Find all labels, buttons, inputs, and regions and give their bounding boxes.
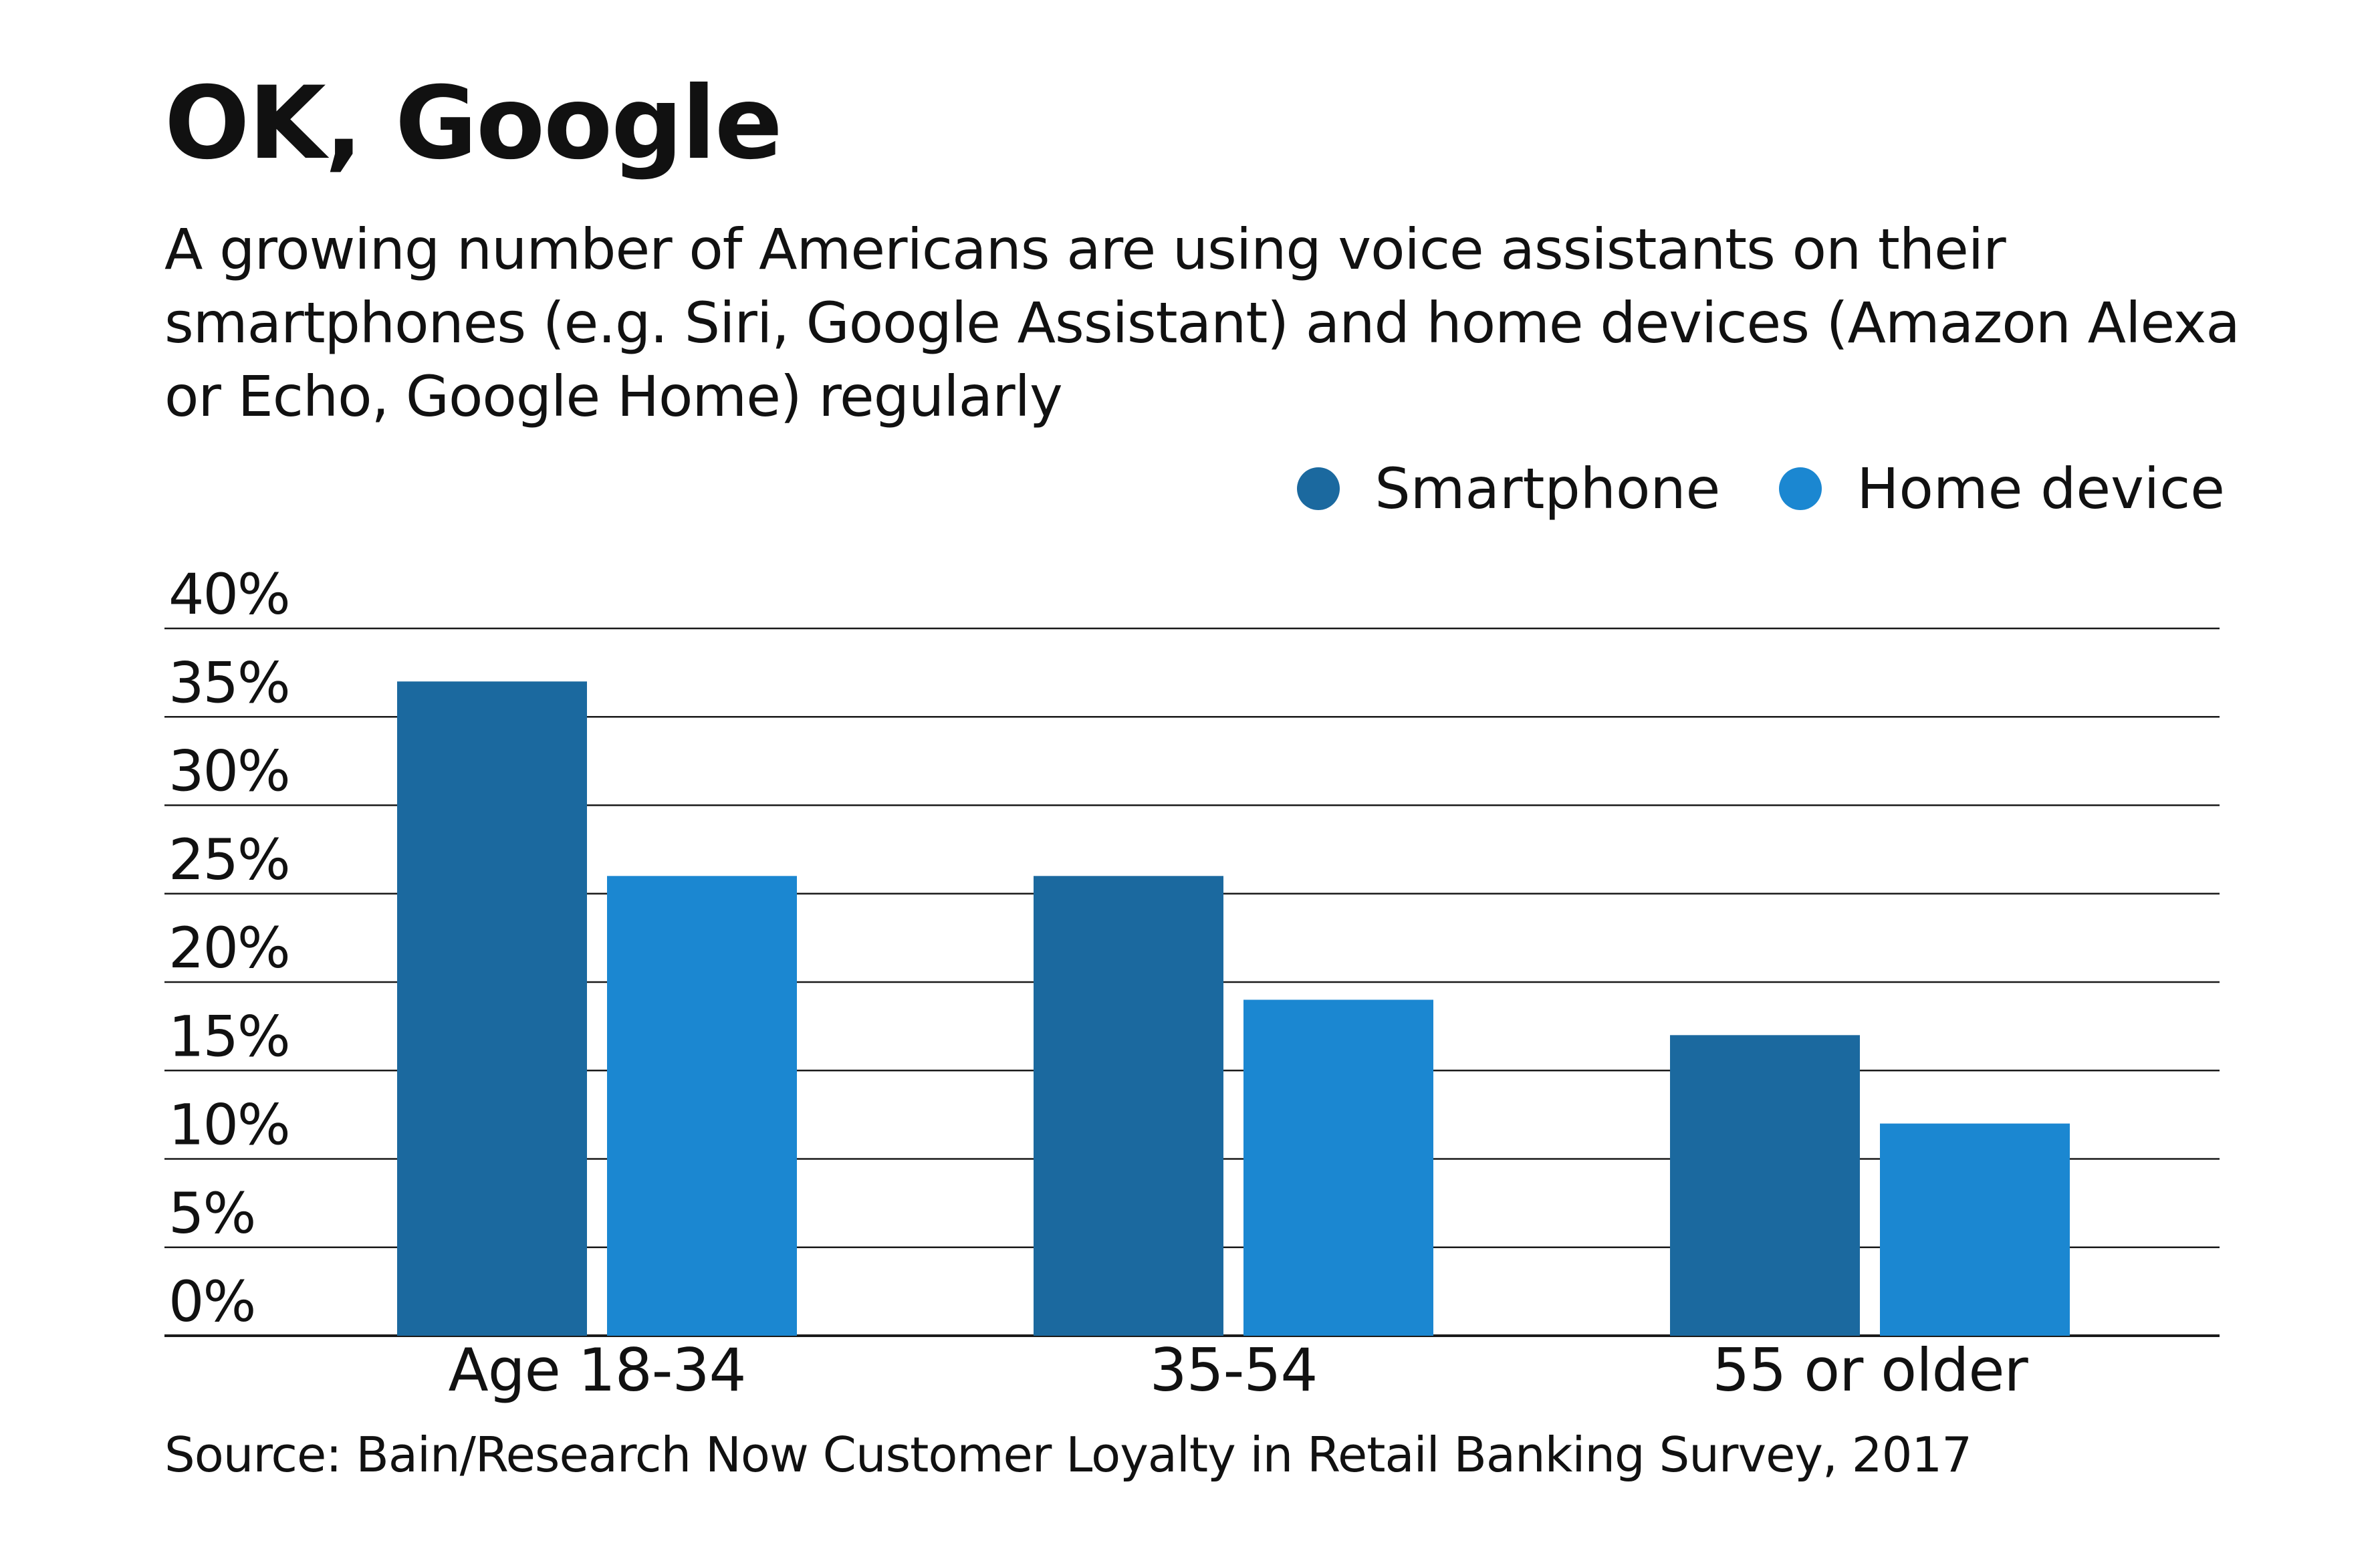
x-tick-label: 55 or older	[1712, 1336, 2028, 1405]
legend-item-home-device: Home device	[1779, 461, 2225, 517]
bar-home-device-1	[1243, 999, 1433, 1336]
chart-title: OK, Google	[164, 66, 783, 182]
bar-home-device-2	[1880, 1123, 2070, 1336]
bar-home-device-0	[607, 876, 797, 1336]
y-tick-label: 15%	[168, 1003, 289, 1069]
chart-subtitle: A growing number of Americans are using …	[164, 217, 2240, 429]
bar-smartphone-0	[397, 681, 587, 1336]
legend-label-home-device: Home device	[1857, 456, 2225, 521]
x-tick-label: Age 18-34	[449, 1336, 746, 1405]
y-tick-label: 0%	[168, 1269, 255, 1334]
legend-swatch-smartphone	[1297, 467, 1340, 510]
legend: Smartphone Home device	[1297, 452, 2225, 525]
bars	[397, 681, 2070, 1336]
legend-item-smartphone: Smartphone	[1297, 461, 1720, 517]
x-axis-tick-labels: Age 18-34 35-54 55 or older	[449, 1336, 2030, 1405]
x-tick-label: 35-54	[1150, 1336, 1318, 1405]
y-axis-tick-labels: 0% 5% 10% 15% 20% 25% 30% 35% 40%	[168, 562, 291, 1334]
y-tick-label: 20%	[168, 915, 289, 981]
bar-smartphone-1	[1034, 876, 1223, 1336]
y-tick-label: 10%	[168, 1092, 289, 1158]
y-tick-label: 25%	[168, 827, 289, 892]
y-tick-label: 40%	[168, 562, 289, 627]
y-tick-label: 35%	[168, 650, 289, 715]
y-tick-label: 5%	[168, 1181, 255, 1246]
legend-swatch-home-device	[1779, 467, 1822, 510]
y-tick-label: 30%	[168, 739, 289, 804]
legend-label-smartphone: Smartphone	[1375, 456, 1721, 521]
bar-smartphone-2	[1670, 1035, 1860, 1336]
source-note: Source: Bain/Research Now Customer Loyal…	[164, 1427, 1972, 1483]
